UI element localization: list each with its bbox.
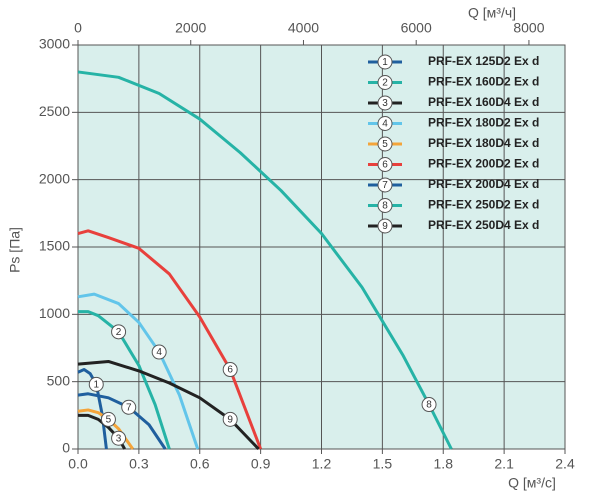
y-axis-title: Ps [Па] [7,227,23,273]
y-tick-label: 1000 [39,305,70,321]
legend-circle [377,177,393,193]
legend-circle [377,218,393,234]
x-tick-label: 0.6 [190,456,210,472]
legend-label: PRF-EX 250D4 Ex d [428,218,539,232]
x2-tick-label: 2000 [175,20,206,36]
curve-label: 6 [227,365,233,376]
curve-label-circle [111,430,127,446]
legend-label: PRF-EX 160D4 Ex d [428,95,539,109]
legend-circle [377,95,393,111]
curve-label-circle [100,411,116,427]
legend-number: 5 [382,139,388,150]
y-tick-label: 3000 [39,36,70,52]
curve-label-circle [421,397,437,413]
legend-label: PRF-EX 200D2 Ex d [428,157,539,171]
legend-number: 3 [382,98,388,109]
y-tick-label: 2000 [39,170,70,186]
legend-label: PRF-EX 180D2 Ex d [428,116,539,130]
curve-label-circle [222,411,238,427]
x-tick-label: 1.5 [373,456,393,472]
curve-label: 7 [126,402,132,413]
x-tick-label: 0.9 [251,456,271,472]
x2-tick-label: 0 [74,20,82,36]
curve-label-circle [111,324,127,340]
x-tick-label: 0.3 [129,456,149,472]
legend-label: PRF-EX 160D2 Ex d [428,75,539,89]
curve [77,292,200,450]
curve-label-circle [88,376,104,392]
curve [77,392,167,450]
curve [77,70,453,450]
curve-label: 5 [106,415,112,426]
curve-label: 8 [426,400,432,411]
x-axis-title: Q [м³/с] [508,475,556,491]
legend-circle [377,75,393,90]
curve [77,229,263,450]
y-tick-label: 500 [47,372,71,388]
curve-label-circle [121,399,137,415]
x-tick-label: 2.4 [555,456,575,472]
curve-label: 3 [116,433,122,444]
x2-tick-label: 4000 [288,20,319,36]
legend-number: 4 [382,119,388,130]
y-tick-label: 2500 [39,103,70,119]
curve-label-circle [222,362,238,378]
legend-label: PRF-EX 200D4 Ex d [428,177,539,191]
x-tick-label: 1.8 [434,456,454,472]
x2-axis-title: Q [м³/ч] [468,5,516,21]
x-tick-label: 0.0 [68,456,88,472]
curve-label: 4 [156,347,162,358]
legend-label: PRF-EX 250D2 Ex d [428,198,539,212]
curve-label-circle [151,344,167,360]
legend-circle [377,54,393,70]
legend-number: 6 [382,160,388,171]
x-tick-label: 1.2 [312,456,332,472]
plot-frame [77,44,566,450]
legend-label: PRF-EX 180D4 Ex d [428,136,539,150]
curve-label: 1 [93,380,99,391]
legend-number: 2 [382,78,388,89]
x-tick-label: 2.1 [494,456,514,472]
legend-number: 7 [382,180,388,191]
legend-label: PRF-EX 125D2 Ex d [428,54,539,68]
curve-label: 9 [227,415,233,426]
legend-number: 9 [382,221,388,232]
legend-circle [377,157,393,172]
legend-circle [377,198,393,213]
legend-number: 8 [382,201,388,212]
legend-circle [377,136,393,152]
curve-label: 2 [116,327,122,338]
y-tick-label: 0 [62,440,70,456]
y-tick-label: 1500 [39,238,70,254]
legend-number: 1 [382,57,388,68]
legend-circle [377,116,393,131]
x2-tick-label: 6000 [401,20,432,36]
x2-tick-label: 8000 [513,20,544,36]
